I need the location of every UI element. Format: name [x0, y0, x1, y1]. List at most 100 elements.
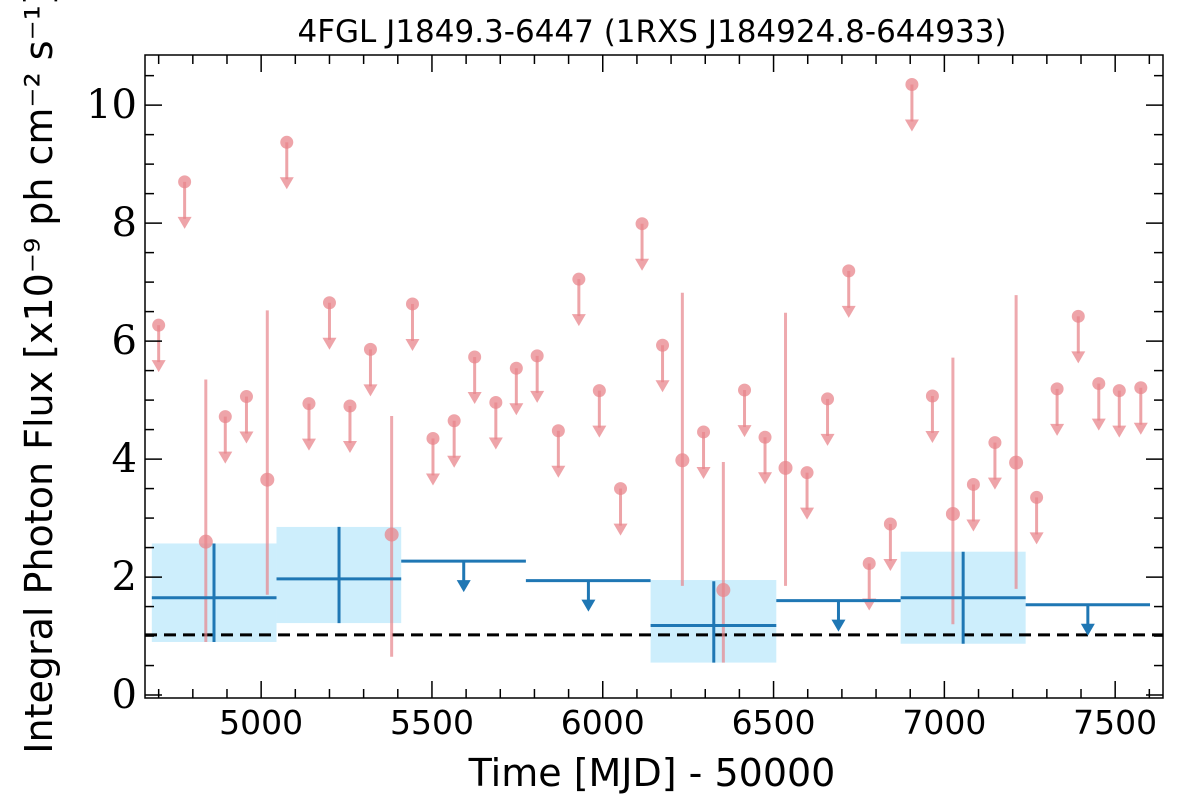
- long-bin-upper-limit-head: [1080, 623, 1095, 636]
- short-bin-upper-limit-head: [551, 465, 566, 478]
- short-bin-upper-limit-point: [530, 349, 544, 363]
- short-bin-point: [1009, 455, 1024, 470]
- y-tick-label: 2: [112, 554, 137, 600]
- short-bin-upper-limit-head: [737, 425, 752, 438]
- short-bin-upper-limit-head: [239, 431, 254, 444]
- short-bin-upper-limit-point: [447, 414, 461, 428]
- short-bin-upper-limit-point: [363, 342, 377, 356]
- x-tick-label: 5000: [219, 703, 303, 742]
- short-bin-upper-limit-point: [489, 395, 503, 409]
- short-bin-upper-limit-head: [1050, 423, 1065, 436]
- short-bin-upper-limit-head: [841, 305, 856, 318]
- short-bin-point: [716, 583, 731, 598]
- short-bin-upper-limit-point: [468, 350, 482, 364]
- short-bin-upper-limit-head: [1133, 422, 1148, 435]
- short-bin-upper-limit-point: [218, 410, 232, 424]
- short-bin-upper-limit-point: [1030, 490, 1044, 504]
- short-bin-upper-limit-head: [322, 337, 337, 350]
- short-bin-upper-limit-point: [1092, 377, 1106, 391]
- short-bin-upper-limit-point: [800, 466, 814, 480]
- short-bin-upper-limit-head: [447, 455, 462, 468]
- plot-area: 0 2 4 6 8 10 5000 5500 6000 6500 7000 7500: [86, 54, 1164, 742]
- short-bin-upper-limit-head: [966, 519, 981, 532]
- short-bin-upper-limit-head: [1071, 351, 1086, 364]
- y-axis-label: Integral Photon Flux [x10⁻⁹ ph cm⁻² s⁻¹]: [17, 0, 61, 754]
- short-bin-upper-limit-head: [883, 558, 898, 571]
- short-bin-upper-limit-head: [635, 258, 650, 271]
- short-bin-upper-limit-point: [1134, 381, 1148, 395]
- short-bin-upper-limit-point: [178, 175, 192, 189]
- x-tick-label: 7500: [1073, 703, 1157, 742]
- short-bin-upper-limit-head: [800, 507, 815, 520]
- x-tick-label: 7000: [902, 703, 986, 742]
- short-bin-upper-limit-head: [571, 314, 586, 327]
- y-tick-label: 0: [112, 672, 137, 718]
- short-bin-upper-limit-head: [301, 438, 316, 451]
- short-bin-upper-limit-head: [1112, 425, 1127, 438]
- y-tick-label: 4: [112, 436, 137, 482]
- short-bin-upper-limit-head: [820, 433, 835, 446]
- short-bin-upper-limit-head: [758, 472, 773, 485]
- short-bin-upper-limit-point: [656, 338, 670, 352]
- short-bin-upper-limit-point: [509, 361, 523, 375]
- short-bin-upper-limit-point: [1112, 384, 1126, 398]
- short-bin-upper-limit-head: [1091, 418, 1106, 431]
- short-bin-upper-limit-point: [426, 431, 440, 445]
- short-bin-upper-limit-head: [488, 437, 503, 450]
- y-tick-label: 10: [86, 82, 137, 128]
- short-bin-upper-limit-point: [322, 296, 336, 310]
- short-bin-upper-limit-point: [925, 389, 939, 403]
- short-bin-upper-limit-point: [758, 430, 772, 444]
- x-tick-label: 6000: [561, 703, 645, 742]
- short-bin-upper-limit-head: [405, 338, 420, 351]
- plot-frame: [144, 54, 1164, 699]
- short-bin-upper-limit-point: [842, 264, 856, 278]
- short-bin-upper-limit-head: [151, 360, 166, 373]
- short-bin-upper-limit-point: [1071, 309, 1085, 323]
- short-bin-upper-limit-head: [177, 216, 192, 229]
- short-bin-upper-limit-head: [218, 451, 233, 464]
- long-bin-upper-limit-head: [581, 599, 596, 612]
- short-bin-upper-limit-point: [988, 436, 1002, 450]
- x-axis-label: Time [MJD] - 50000: [468, 751, 836, 795]
- short-bin-upper-limit-head: [592, 425, 607, 438]
- short-bin-upper-limit-point: [614, 482, 628, 496]
- x-tick-label: 5500: [390, 703, 474, 742]
- short-bin-upper-limit-point: [862, 557, 876, 571]
- short-bin-upper-limit-point: [343, 399, 357, 413]
- short-bin-upper-limit-point: [697, 425, 711, 439]
- long-bin-upper-limit-head: [831, 619, 846, 632]
- short-bin-upper-limit-head: [904, 119, 919, 132]
- short-bin-upper-limit-point: [551, 424, 565, 438]
- short-bin-upper-limit-point: [738, 383, 752, 397]
- short-bin-upper-limit-point: [905, 77, 919, 91]
- short-bin-upper-limit-point: [821, 392, 835, 406]
- y-tick-label: 6: [112, 318, 137, 364]
- short-bin-upper-limit-point: [592, 384, 606, 398]
- short-bin-upper-limit-head: [655, 380, 670, 393]
- short-bin-upper-limit-head: [363, 384, 378, 397]
- short-bin-upper-limit-head: [467, 392, 482, 405]
- short-bin-upper-limit-head: [613, 523, 628, 536]
- short-bin-point: [384, 527, 399, 542]
- short-bin-point: [778, 460, 793, 475]
- short-bin-upper-limit-point: [883, 517, 897, 531]
- short-bin-upper-limit-head: [987, 477, 1002, 490]
- short-bin-upper-limit-head: [925, 430, 940, 443]
- short-bin-point: [675, 453, 690, 468]
- short-bin-upper-limit-point: [302, 397, 316, 411]
- short-bin-upper-limit-point: [280, 135, 294, 149]
- short-bin-upper-limit-head: [1029, 532, 1044, 545]
- short-bin-upper-limit-point: [966, 477, 980, 491]
- y-tick-label: 8: [112, 200, 137, 246]
- chart-title: 4FGL J1849.3-6447 (1RXS J184924.8-644933…: [297, 14, 1006, 50]
- short-bin-upper-limit-point: [239, 390, 253, 404]
- short-bin-upper-limit-point: [1050, 382, 1064, 396]
- short-bin-upper-limit-head: [696, 466, 711, 479]
- short-bin-upper-limit-point: [405, 297, 419, 311]
- long-bin-upper-limit-head: [456, 580, 471, 593]
- short-bin-point: [198, 534, 213, 549]
- short-bin-upper-limit-point: [152, 318, 166, 332]
- x-tick-label: 6500: [732, 703, 816, 742]
